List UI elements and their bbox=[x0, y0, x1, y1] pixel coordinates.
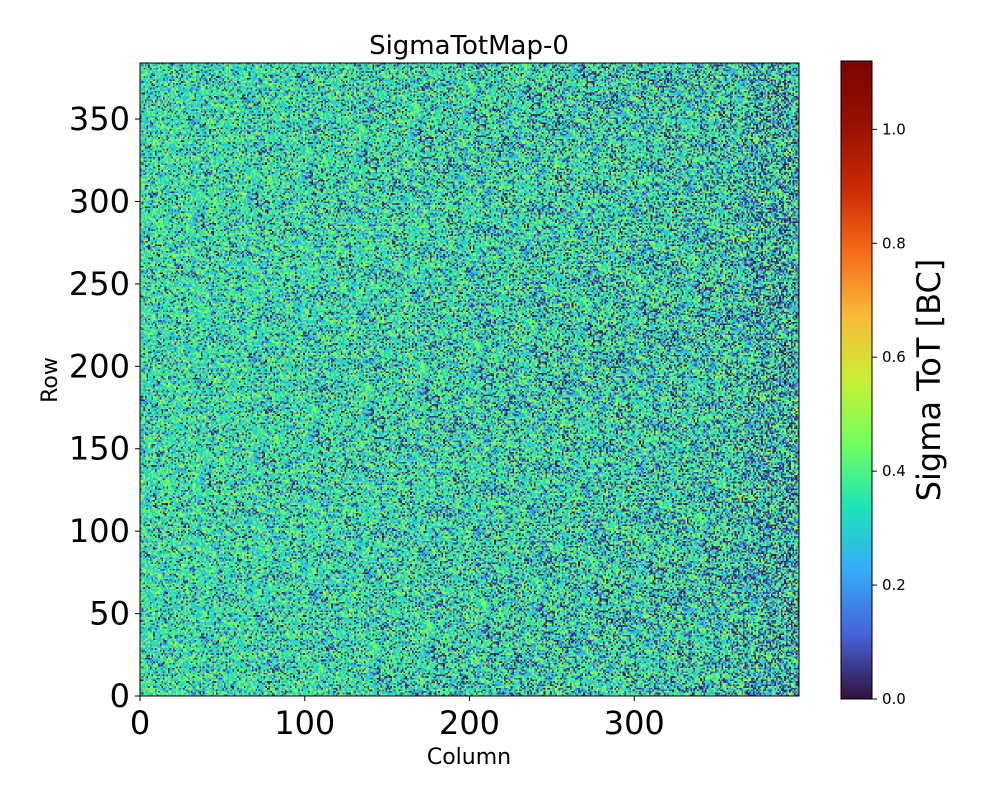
x-tick-label: 0 bbox=[130, 704, 150, 742]
colorbar-tick-label: 0.6 bbox=[882, 348, 906, 366]
colorbar-tick-label: 0.0 bbox=[882, 690, 906, 708]
plot-frame bbox=[139, 62, 800, 697]
y-tick-label: 100 bbox=[69, 512, 130, 550]
y-tick-label: 200 bbox=[69, 347, 130, 385]
y-tick-label: 50 bbox=[89, 595, 130, 633]
x-tick-label: 100 bbox=[274, 704, 335, 742]
y-tick-label: 150 bbox=[69, 430, 130, 468]
colorbar-frame bbox=[840, 60, 873, 700]
colorbar-tick-label: 0.8 bbox=[882, 234, 906, 252]
heatmap-image bbox=[140, 63, 799, 696]
x-tick-label: 300 bbox=[604, 704, 665, 742]
y-axis: 0 50 100 150 200 250 300 350 bbox=[69, 100, 140, 715]
colorbar-tick-label: 0.2 bbox=[882, 576, 906, 594]
colorbar-tick-label: 0.4 bbox=[882, 462, 906, 480]
y-tick-label: 300 bbox=[69, 182, 130, 220]
x-tick-label: 200 bbox=[439, 704, 500, 742]
y-tick-label: 250 bbox=[69, 265, 130, 303]
y-axis-label: Row bbox=[38, 357, 63, 403]
colorbar-tick-label: 1.0 bbox=[882, 120, 906, 138]
chart-title: SigmaTotMap-0 bbox=[369, 31, 569, 61]
x-axis: 0 100 200 300 bbox=[130, 696, 665, 742]
y-tick-label: 350 bbox=[69, 100, 130, 138]
colorbar-label: Sigma ToT [BC] bbox=[910, 259, 948, 502]
colorbar-ticks: 0.0 0.2 0.4 0.6 0.8 1.0 bbox=[872, 120, 906, 708]
colorbar bbox=[841, 61, 872, 699]
y-tick-label: 0 bbox=[110, 677, 130, 715]
x-axis-label: Column bbox=[427, 745, 511, 770]
